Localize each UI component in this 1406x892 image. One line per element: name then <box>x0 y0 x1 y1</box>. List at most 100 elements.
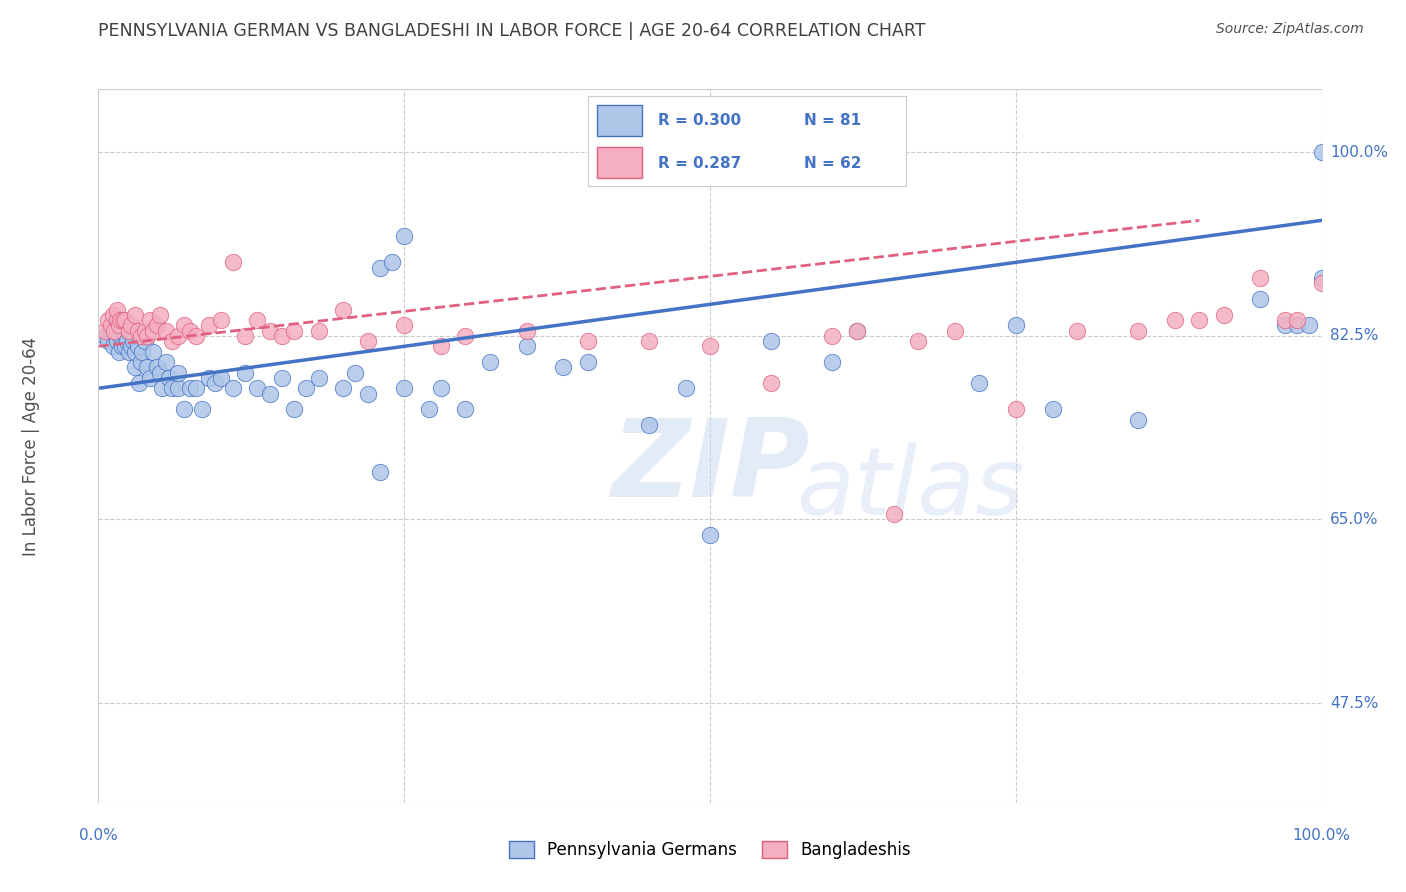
Point <box>1286 313 1309 327</box>
Point <box>111 324 134 338</box>
Point <box>121 334 143 348</box>
Point <box>124 308 146 322</box>
Point <box>845 324 868 338</box>
Point <box>270 328 294 343</box>
Point <box>100 318 122 333</box>
Point <box>308 371 330 385</box>
Point <box>120 318 142 333</box>
Point <box>186 328 208 343</box>
Point <box>114 339 136 353</box>
Point <box>1042 402 1064 417</box>
Point <box>478 355 501 369</box>
Point <box>149 308 172 322</box>
Point <box>120 339 142 353</box>
Point <box>160 334 183 348</box>
Text: 0.0%: 0.0% <box>79 828 118 843</box>
Point <box>105 334 128 348</box>
Point <box>110 313 132 327</box>
Point <box>134 334 156 348</box>
Point <box>167 381 190 395</box>
Point <box>129 328 152 343</box>
Point <box>368 465 391 479</box>
Point <box>246 381 269 395</box>
Point <box>332 381 354 395</box>
Point <box>270 371 294 385</box>
Point <box>392 318 416 333</box>
Point <box>155 324 177 338</box>
Point <box>209 371 232 385</box>
Point <box>186 381 208 395</box>
Point <box>139 313 162 327</box>
Point <box>454 328 477 343</box>
Point <box>139 371 162 385</box>
Point <box>699 339 721 353</box>
Point <box>114 313 136 327</box>
Point <box>173 318 195 333</box>
Text: PENNSYLVANIA GERMAN VS BANGLADESHI IN LABOR FORCE | AGE 20-64 CORRELATION CHART: PENNSYLVANIA GERMAN VS BANGLADESHI IN LA… <box>98 22 927 40</box>
Point <box>454 402 477 417</box>
Point <box>430 339 453 353</box>
Point <box>576 334 599 348</box>
Point <box>101 308 124 322</box>
Point <box>699 528 721 542</box>
Point <box>157 371 180 385</box>
Text: 82.5%: 82.5% <box>1330 328 1378 343</box>
Point <box>179 324 201 338</box>
Point <box>167 328 190 343</box>
Point <box>103 324 125 338</box>
Point <box>1066 324 1088 338</box>
Point <box>1249 292 1271 306</box>
Point <box>344 366 367 380</box>
Point <box>430 381 453 395</box>
Point <box>392 381 416 395</box>
Point <box>246 313 269 327</box>
Point <box>160 381 183 395</box>
Point <box>515 339 537 353</box>
Point <box>179 381 201 395</box>
Point <box>105 302 128 317</box>
Point <box>1212 308 1234 322</box>
Point <box>1128 324 1150 338</box>
Point <box>127 324 149 338</box>
Point <box>136 328 159 343</box>
Point <box>1128 413 1150 427</box>
Point <box>259 386 281 401</box>
Point <box>118 324 141 338</box>
Point <box>1298 318 1320 333</box>
Point <box>381 255 404 269</box>
Point <box>222 381 245 395</box>
Point <box>356 386 378 401</box>
Point <box>1249 271 1271 285</box>
Point <box>101 339 124 353</box>
Point <box>191 402 214 417</box>
Point <box>103 324 125 338</box>
Point <box>129 355 152 369</box>
Point <box>105 313 128 327</box>
Point <box>93 328 115 343</box>
Text: In Labor Force | Age 20-64: In Labor Force | Age 20-64 <box>22 336 41 556</box>
Point <box>1286 318 1309 333</box>
Point <box>1310 277 1333 291</box>
Point <box>295 381 318 395</box>
Point <box>283 402 305 417</box>
Point <box>131 344 153 359</box>
Point <box>111 313 134 327</box>
Point <box>118 324 141 338</box>
Point <box>233 366 256 380</box>
Point <box>204 376 226 390</box>
Point <box>368 260 391 275</box>
Point <box>1004 318 1026 333</box>
Point <box>149 366 172 380</box>
Point <box>761 334 783 348</box>
Point <box>1188 313 1211 327</box>
Point <box>197 371 219 385</box>
Point <box>576 355 599 369</box>
Point <box>142 344 165 359</box>
Point <box>155 355 177 369</box>
Point <box>1274 318 1296 333</box>
Legend: Pennsylvania Germans, Bangladeshis: Pennsylvania Germans, Bangladeshis <box>502 834 918 866</box>
Point <box>943 324 966 338</box>
Point <box>233 328 256 343</box>
Point <box>105 318 128 333</box>
Point <box>1274 313 1296 327</box>
